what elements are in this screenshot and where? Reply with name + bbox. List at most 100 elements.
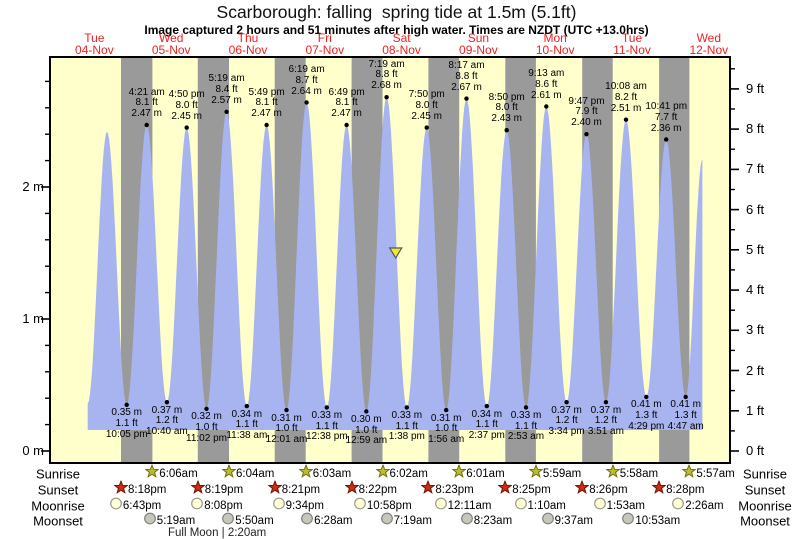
tide-annotation-line: 9:47 pm xyxy=(568,95,605,107)
sunrise-time: 6:04am xyxy=(236,468,275,480)
high-tide-annotation: 4:21 am 8.1 ft 2.47 m xyxy=(129,87,165,120)
tide-annotation-line: 11:02 pm xyxy=(186,432,227,444)
tide-annotation-line: 1.1 ft xyxy=(315,420,338,432)
day-label: Tue 04-Nov xyxy=(75,31,114,57)
high-tide-dot xyxy=(623,117,629,122)
sunrise-row-label: Sunrise xyxy=(35,466,81,482)
moonset-time: 5:19am xyxy=(156,515,196,527)
low-tide-annotation: 0.32 m 1.0 ft 11:02 pm xyxy=(186,411,227,444)
low-tide-dot xyxy=(164,400,170,405)
sunrise-time: 6:01am xyxy=(466,468,505,480)
tide-annotation-line: 4:29 pm xyxy=(628,420,665,432)
tide-annotation-line: 7:19 am xyxy=(368,58,405,70)
moonrise-row-label: Moonrise xyxy=(31,498,85,514)
tide-annotation-line: 8.1 ft xyxy=(135,97,158,109)
low-tide-annotation: 0.35 m 1.1 ft 10:05 pm xyxy=(105,407,148,440)
y-axis-label-ft: 3 ft xyxy=(746,322,765,338)
low-tide-dot xyxy=(324,405,329,410)
moonrise-time: 12:11am xyxy=(447,500,492,512)
sunset-row-label: Sunset xyxy=(37,482,79,498)
high-tide-dot xyxy=(464,96,469,101)
tide-annotation-line: 2.64 m xyxy=(291,85,322,97)
sunset-icon xyxy=(574,479,590,500)
moonrise-icon xyxy=(272,497,286,516)
sunset-icon xyxy=(651,479,667,500)
tide-annotation-line: 2.47 m xyxy=(251,108,282,120)
tide-annotation-line: 8.0 ft xyxy=(415,99,438,111)
moonset-icon xyxy=(380,512,394,531)
tide-annotation-line: 1.1 ft xyxy=(235,419,258,431)
tide-annotation-line: 0.32 m xyxy=(191,411,222,423)
tide-annotation-line: 10:05 pm xyxy=(105,428,148,440)
moonset-icon xyxy=(143,512,157,531)
tide-annotation-line: 2:37 pm xyxy=(468,430,505,442)
tide-annotation-line: 0.41 m xyxy=(631,399,662,411)
sunrise-time: 5:57am xyxy=(696,468,735,480)
low-tide-annotation: 0.37 m 1.2 ft 3:34 pm xyxy=(548,405,585,438)
moonrise-icon xyxy=(109,497,123,516)
chart-subtitle: Image captured 2 hours and 51 minutes af… xyxy=(144,23,649,37)
sunrise-icon xyxy=(298,463,314,484)
high-tide-dot xyxy=(144,122,149,128)
tide-annotation-line: 8.2 ft xyxy=(614,91,638,103)
tide-annotation-line: 8.8 ft xyxy=(375,69,398,81)
sunrise-icon xyxy=(374,463,391,484)
low-tide-dot xyxy=(284,407,289,413)
tide-annotation-line: 12:59 am xyxy=(345,435,388,447)
moonset-time: 9:37am xyxy=(554,515,593,527)
low-tide-dot xyxy=(404,405,409,410)
high-tide-dot xyxy=(424,125,429,130)
tide-annotation-line: 1:38 pm xyxy=(388,431,425,443)
sunset-time: 8:25pm xyxy=(512,484,551,496)
moonrise-time: 1:10am xyxy=(527,500,566,512)
high-tide-annotation: 10:08 am 8.2 ft 2.51 m xyxy=(605,81,647,114)
day-label: Sun 09-Nov xyxy=(459,31,498,57)
tide-annotation-line: 3:34 pm xyxy=(548,426,585,438)
low-tide-dot xyxy=(683,394,688,400)
sunrise-icon xyxy=(605,463,621,484)
day-label: Sat 08-Nov xyxy=(382,31,421,57)
moonset-time: 10:53am xyxy=(635,515,681,527)
high-tide-annotation: 6:49 pm 8.1 ft 2.47 m xyxy=(329,87,365,120)
y-axis-label-ft: 2 ft xyxy=(746,362,765,378)
high-tide-dot xyxy=(264,122,269,128)
low-tide-annotation: 0.41 m 1.3 ft 4:29 pm xyxy=(628,400,664,432)
tide-annotation-line: 10:41 pm xyxy=(645,101,688,112)
tide-annotation-line: 1.0 ft xyxy=(435,423,458,435)
low-tide-annotation: 0.34 m 1.1 ft 2:37 pm xyxy=(468,409,505,442)
tide-annotation-line: 2.68 m xyxy=(371,80,402,92)
tide-annotation-line: 0.37 m xyxy=(151,404,183,416)
tide-annotation-line: 11:38 am xyxy=(226,430,268,442)
tide-annotation-line: 4:47 am xyxy=(667,420,704,432)
sunrise-icon xyxy=(144,463,160,484)
tide-annotation-line: 0.31 m xyxy=(271,412,302,424)
tide-annotation-line: 5:19 am xyxy=(208,73,245,85)
sunrise-time: 5:58am xyxy=(619,468,659,480)
tide-annotation-line: 8:50 pm xyxy=(488,91,525,103)
tide-annotation-line: 5:49 pm xyxy=(248,86,285,98)
sunrise-time: 6:06am xyxy=(159,468,198,480)
tide-annotation-line: 2.47 m xyxy=(131,108,162,120)
y-axis-label-ft: 0 ft xyxy=(746,443,765,458)
tide-annotation-line: 2.45 m xyxy=(411,110,442,122)
sunset-icon xyxy=(113,479,129,500)
high-tide-annotation: 8:50 pm 8.0 ft 2.43 m xyxy=(488,91,525,125)
tide-annotation-line: 0.33 m xyxy=(311,409,343,421)
moonset-time: 5:50am xyxy=(235,515,274,527)
day-label: Tue 11-Nov xyxy=(613,31,651,57)
plot-frame xyxy=(49,56,731,464)
sunrise-time: 6:03am xyxy=(312,468,352,480)
full-moon-label: Full Moon | 2:20am xyxy=(167,527,267,539)
tide-annotation-line: 8:17 am xyxy=(448,60,485,72)
tide-annotation-line: 2.61 m xyxy=(531,89,562,101)
sunrise-time: 5:59am xyxy=(542,468,582,480)
tide-annotation-line: 0.33 m xyxy=(510,409,542,421)
moonset-icon xyxy=(221,512,235,531)
y-axis-label-m: 2 m xyxy=(22,179,44,194)
high-tide-annotation: 8:17 am 8.8 ft 2.67 m xyxy=(448,60,485,93)
sunset-time: 8:22pm xyxy=(358,484,397,496)
low-tide-annotation: 0.33 m 1.1 ft 12:38 pm xyxy=(306,409,348,443)
capture-level-marker xyxy=(388,247,403,260)
sunrise-time: 6:02am xyxy=(389,468,428,480)
